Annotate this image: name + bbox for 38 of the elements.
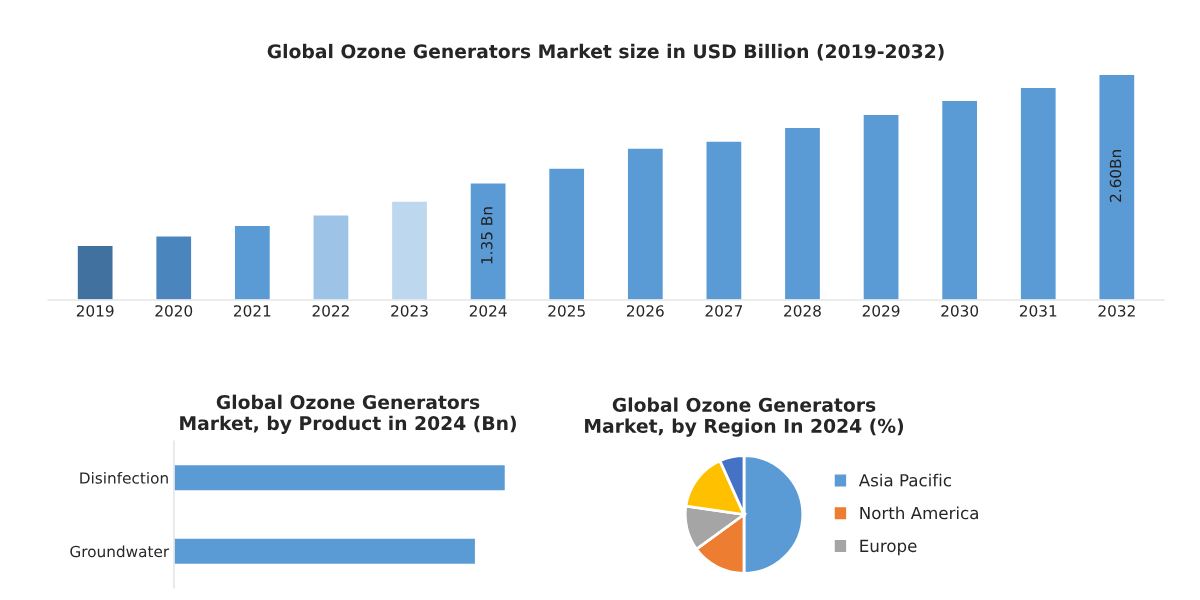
x-tick-label: 2019 bbox=[76, 305, 114, 317]
legend-label: Asia Pacific bbox=[858, 473, 951, 487]
x-tick-label: 2023 bbox=[391, 305, 428, 317]
bar bbox=[469, 182, 507, 300]
bar bbox=[940, 99, 979, 300]
bar bbox=[783, 126, 822, 300]
data-label: 2.60Bn bbox=[1109, 150, 1122, 202]
x-tick-label: 2032 bbox=[1098, 305, 1135, 317]
bar bbox=[76, 244, 114, 300]
legend-label: North America bbox=[860, 506, 978, 520]
y-tick-label: Disinfection bbox=[80, 471, 168, 484]
x-tick-label: 2021 bbox=[234, 305, 271, 317]
bar bbox=[154, 235, 193, 300]
bar bbox=[626, 147, 665, 300]
bar bbox=[390, 200, 429, 300]
x-tick-label: 2027 bbox=[705, 305, 743, 317]
bar bbox=[233, 224, 272, 300]
bar bbox=[862, 113, 900, 300]
x-tick-label: 2030 bbox=[941, 305, 979, 317]
x-tick-label: 2020 bbox=[155, 305, 193, 317]
legend-label: Europe bbox=[860, 539, 917, 556]
data-label: 1.35 Bn bbox=[480, 207, 493, 264]
chart-title: Global Ozone Generators Market, by Product in 2024 (Bn) bbox=[180, 394, 516, 434]
x-tick-label: 2029 bbox=[862, 305, 900, 317]
bar bbox=[1019, 86, 1058, 300]
chart-title: Global Ozone Generators Market, by Region In 2024 (%) bbox=[585, 397, 904, 437]
x-tick-label: 2022 bbox=[312, 305, 349, 317]
x-tick-label: 2028 bbox=[784, 305, 821, 317]
x-tick-label: 2026 bbox=[626, 305, 664, 317]
chart-title: Global Ozone Generators Market size in USD Billion (2019-2032) bbox=[267, 43, 944, 61]
x-tick-label: 2024 bbox=[469, 305, 507, 317]
y-tick-label: Groundwater bbox=[70, 545, 170, 558]
x-tick-label: 2031 bbox=[1019, 305, 1057, 317]
bar bbox=[547, 167, 586, 300]
bar bbox=[1098, 73, 1136, 300]
bar bbox=[312, 214, 350, 300]
x-tick-label: 2025 bbox=[548, 305, 585, 317]
bar bbox=[705, 140, 743, 300]
